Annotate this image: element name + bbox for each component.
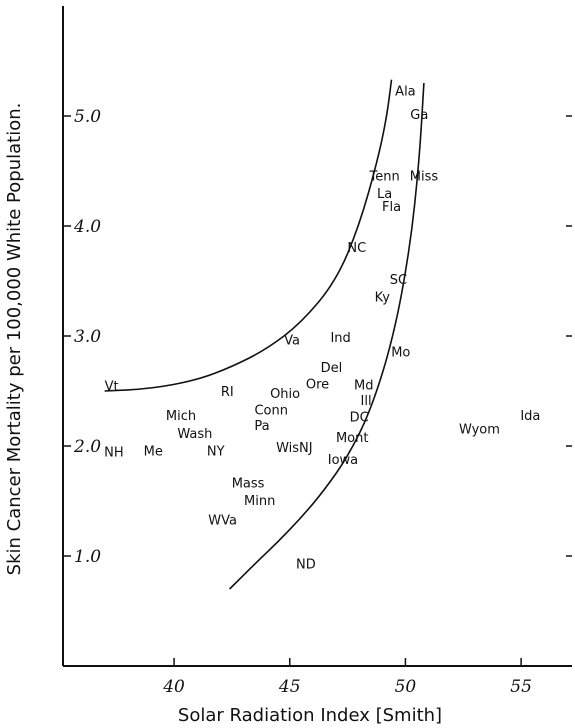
x-tick-label: 40 bbox=[162, 677, 185, 697]
point-mont: Mont bbox=[336, 431, 369, 446]
point-wisnj: WisNJ bbox=[276, 441, 313, 456]
point-md: Md bbox=[354, 378, 373, 393]
point-nc: NC bbox=[347, 241, 366, 256]
point-tenn: Tenn bbox=[368, 169, 399, 184]
point-ore: Ore bbox=[306, 377, 329, 392]
y-axis-title: Skin Cancer Mortality per 100,000 White … bbox=[4, 103, 25, 576]
point-ill: Ill bbox=[361, 394, 372, 409]
x-axis-title: Solar Radiation Index [Smith] bbox=[178, 705, 442, 726]
x-tick-label: 50 bbox=[395, 677, 417, 697]
point-pa: Pa bbox=[254, 419, 269, 434]
point-ri: RI bbox=[221, 385, 234, 400]
point-ga: Ga bbox=[410, 108, 428, 123]
point-ala: Ala bbox=[395, 85, 415, 100]
point-mass: Mass bbox=[232, 476, 265, 491]
point-vt: Vt bbox=[105, 380, 119, 395]
x-tick-label: 55 bbox=[510, 677, 532, 697]
point-ny: NY bbox=[207, 444, 225, 459]
point-del: Del bbox=[321, 361, 343, 376]
y-tick-label: 2.0 bbox=[73, 437, 101, 457]
point-ohio: Ohio bbox=[270, 387, 300, 402]
point-conn: Conn bbox=[254, 404, 288, 419]
point-minn: Minn bbox=[244, 494, 275, 509]
point-sc: SC bbox=[390, 273, 407, 288]
point-nd: ND bbox=[296, 558, 316, 573]
point-mo: Mo bbox=[391, 345, 410, 360]
point-me: Me bbox=[144, 444, 163, 459]
point-mich: Mich bbox=[166, 409, 196, 424]
lower-curve bbox=[229, 82, 425, 590]
plot-frame bbox=[62, 6, 572, 667]
point-la: La bbox=[377, 187, 392, 202]
y-tick-label: 5.0 bbox=[74, 107, 101, 127]
point-va: Va bbox=[284, 333, 300, 348]
point-dc: DC bbox=[350, 410, 369, 425]
point-ind: Ind bbox=[330, 331, 350, 346]
point-miss: Miss bbox=[410, 169, 439, 184]
point-ky: Ky bbox=[375, 290, 391, 305]
point-fla: Fla bbox=[382, 200, 401, 215]
y-axis-ticks: 1.0 2.0 3.0 4.0 5.0 bbox=[63, 107, 572, 567]
point-ida: Ida bbox=[520, 409, 540, 424]
y-tick-label: 4.0 bbox=[73, 217, 101, 237]
point-wva: WVa bbox=[208, 514, 237, 529]
point-wash: Wash bbox=[177, 427, 212, 442]
x-tick-label: 45 bbox=[278, 677, 301, 697]
point-nh: NH bbox=[104, 446, 124, 461]
upper-curve bbox=[104, 79, 393, 392]
point-wyom: Wyom bbox=[459, 422, 500, 437]
point-iowa: Iowa bbox=[328, 453, 358, 468]
x-axis-ticks: 40 45 50 55 bbox=[162, 658, 532, 697]
y-tick-label: 3.0 bbox=[74, 327, 101, 347]
y-tick-label: 1.0 bbox=[74, 547, 101, 567]
trend-curves bbox=[104, 79, 425, 590]
